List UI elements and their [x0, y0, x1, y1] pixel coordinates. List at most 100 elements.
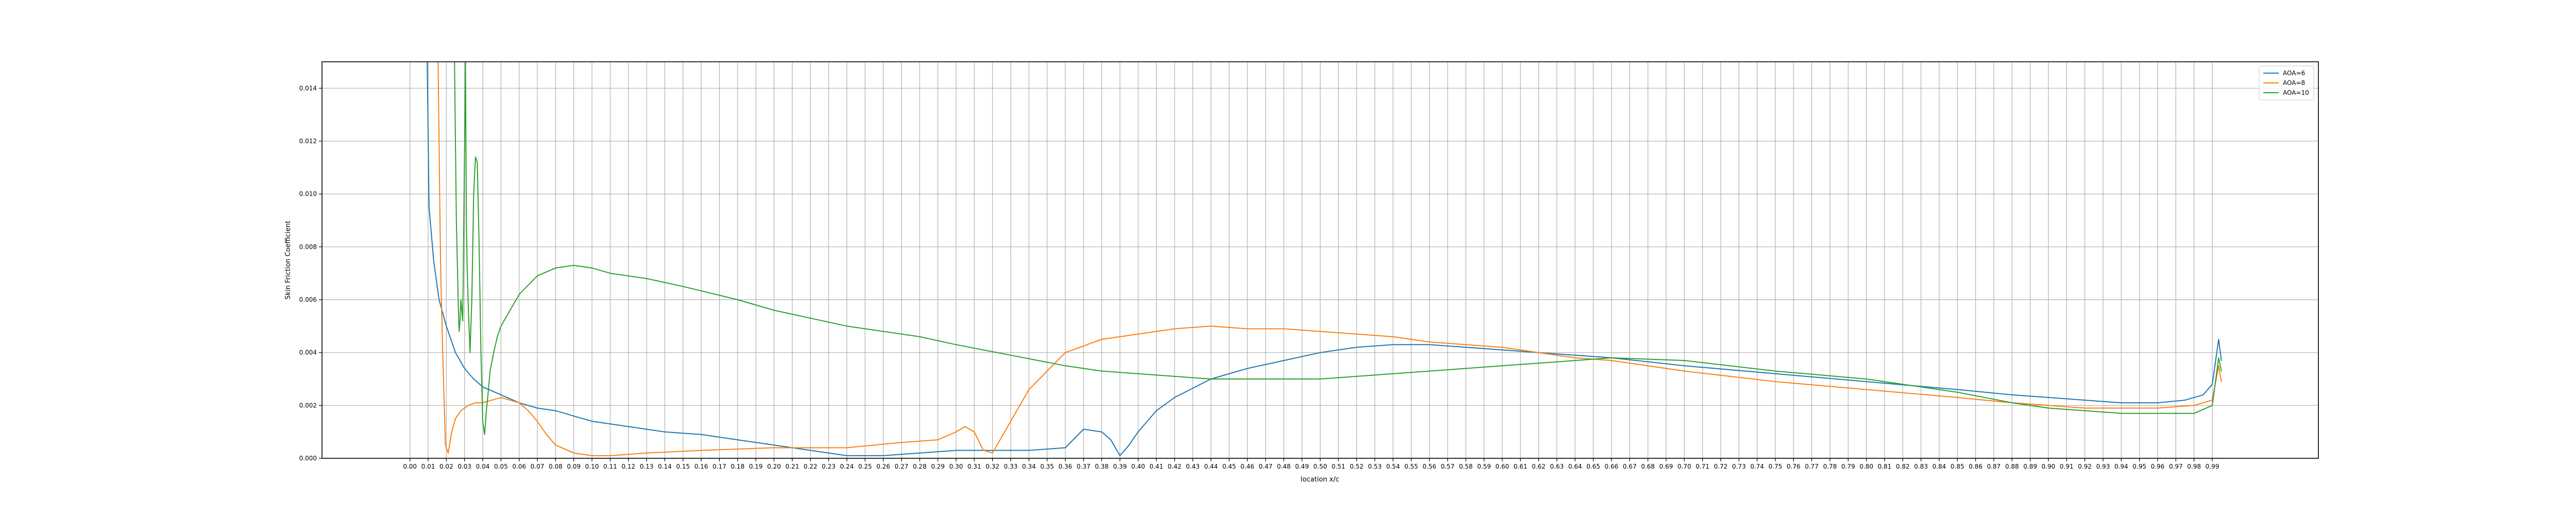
x-tick-label: 0.01: [421, 463, 435, 470]
x-tick-label: 0.28: [913, 463, 927, 470]
x-tick-label: 0.87: [1987, 463, 2001, 470]
x-tick-label: 0.11: [603, 463, 617, 470]
x-tick-label: 0.56: [1422, 463, 1436, 470]
x-tick-label: 0.45: [1222, 463, 1236, 470]
y-tick-label: 0.002: [299, 402, 317, 409]
x-tick-label: 0.82: [1896, 463, 1910, 470]
x-tick-label: 0.27: [894, 463, 908, 470]
x-tick-label: 0.97: [2169, 463, 2183, 470]
x-tick-label: 0.74: [1750, 463, 1764, 470]
x-tick-label: 0.32: [986, 463, 999, 470]
x-tick-label: 0.77: [1805, 463, 1819, 470]
x-tick-label: 0.64: [1568, 463, 1582, 470]
x-tick-label: 0.83: [1914, 463, 1928, 470]
x-tick-label: 0.94: [2114, 463, 2128, 470]
y-tick-label: 0.014: [299, 84, 317, 92]
x-tick-label: 0.61: [1514, 463, 1528, 470]
x-tick-label: 0.70: [1677, 463, 1691, 470]
x-axis-label: location x/c: [1301, 476, 1340, 484]
y-tick-label: 0.000: [299, 455, 317, 462]
series-line-1: [427, 62, 2222, 456]
x-axis-ticks: 0.00 0.01 0.02 0.03 0.04 0.05 0.06 0.07 0.08 0.09…: [403, 458, 2219, 470]
x-tick-label: 0.36: [1058, 463, 1072, 470]
x-tick-label: 0.08: [549, 463, 563, 470]
x-tick-label: 0.75: [1769, 463, 1783, 470]
x-tick-label: 0.19: [749, 463, 763, 470]
x-tick-label: 0.85: [1951, 463, 1964, 470]
legend-label: AOA=8: [2283, 79, 2305, 87]
x-tick-label: 0.68: [1641, 463, 1655, 470]
x-tick-label: 0.59: [1477, 463, 1491, 470]
legend-label: AOA=10: [2283, 89, 2309, 96]
x-tick-label: 0.42: [1167, 463, 1181, 470]
x-tick-label: 0.78: [1823, 463, 1837, 470]
x-tick-label: 0.52: [1350, 463, 1364, 470]
x-tick-label: 0.06: [512, 463, 526, 470]
x-tick-label: 0.04: [476, 463, 490, 470]
y-tick-label: 0.006: [299, 296, 317, 303]
x-tick-label: 0.72: [1714, 463, 1728, 470]
x-tick-label: 0.76: [1787, 463, 1801, 470]
x-tick-label: 0.20: [767, 463, 781, 470]
x-tick-label: 0.92: [2078, 463, 2092, 470]
x-tick-label: 0.96: [2151, 463, 2165, 470]
x-tick-label: 0.81: [1878, 463, 1892, 470]
x-tick-label: 0.66: [1605, 463, 1619, 470]
x-tick-label: 0.63: [1550, 463, 1564, 470]
x-tick-label: 0.39: [1113, 463, 1127, 470]
x-tick-label: 0.37: [1077, 463, 1091, 470]
series-line-2: [437, 62, 2222, 456]
x-tick-label: 0.29: [931, 463, 945, 470]
x-tick-label: 0.50: [1313, 463, 1327, 470]
y-axis-label: Skin Friction Coefficient: [284, 220, 292, 299]
x-tick-label: 0.58: [1459, 463, 1473, 470]
x-tick-label: 0.09: [567, 463, 581, 470]
x-tick-label: 0.48: [1277, 463, 1291, 470]
x-tick-label: 0.38: [1095, 463, 1109, 470]
x-tick-label: 0.25: [858, 463, 872, 470]
x-tick-label: 0.10: [585, 463, 599, 470]
x-tick-label: 0.24: [840, 463, 854, 470]
x-tick-label: 0.57: [1440, 463, 1454, 470]
x-tick-label: 0.46: [1241, 463, 1255, 470]
y-tick-label: 0.008: [299, 243, 317, 250]
x-tick-label: 0.14: [658, 463, 672, 470]
x-tick-label: 0.49: [1295, 463, 1309, 470]
y-tick-label: 0.012: [299, 137, 317, 145]
x-tick-label: 0.33: [1004, 463, 1018, 470]
x-tick-label: 0.67: [1623, 463, 1637, 470]
y-tick-label: 0.010: [299, 191, 317, 198]
x-tick-label: 0.05: [494, 463, 508, 470]
x-tick-label: 0.98: [2187, 463, 2201, 470]
x-tick-label: 0.35: [1040, 463, 1054, 470]
legend-label: AOA=6: [2283, 70, 2305, 77]
x-tick-label: 0.55: [1404, 463, 1418, 470]
x-tick-label: 0.31: [968, 463, 981, 470]
x-tick-label: 0.15: [676, 463, 690, 470]
x-tick-label: 0.16: [694, 463, 708, 470]
x-tick-label: 0.07: [531, 463, 545, 470]
x-tick-label: 0.62: [1532, 463, 1546, 470]
x-tick-label: 0.43: [1186, 463, 1200, 470]
legend: AOA=6 AOA=8 AOA=10: [2259, 65, 2314, 100]
x-tick-label: 0.22: [804, 463, 818, 470]
x-tick-label: 0.99: [2206, 463, 2219, 470]
x-tick-label: 0.69: [1659, 463, 1673, 470]
x-tick-label: 0.54: [1386, 463, 1400, 470]
x-tick-label: 0.03: [457, 463, 471, 470]
x-tick-label: 0.86: [1969, 463, 1982, 470]
x-tick-label: 0.34: [1022, 463, 1036, 470]
x-tick-label: 0.51: [1331, 463, 1345, 470]
x-tick-label: 0.73: [1732, 463, 1746, 470]
x-tick-label: 0.88: [2005, 463, 2019, 470]
x-tick-label: 0.79: [1841, 463, 1855, 470]
x-tick-label: 0.60: [1496, 463, 1510, 470]
x-tick-label: 0.90: [2042, 463, 2056, 470]
x-tick-label: 0.53: [1368, 463, 1382, 470]
x-tick-label: 0.65: [1586, 463, 1600, 470]
x-tick-label: 0.12: [621, 463, 635, 470]
x-tick-label: 0.17: [713, 463, 726, 470]
x-tick-label: 0.30: [949, 463, 963, 470]
